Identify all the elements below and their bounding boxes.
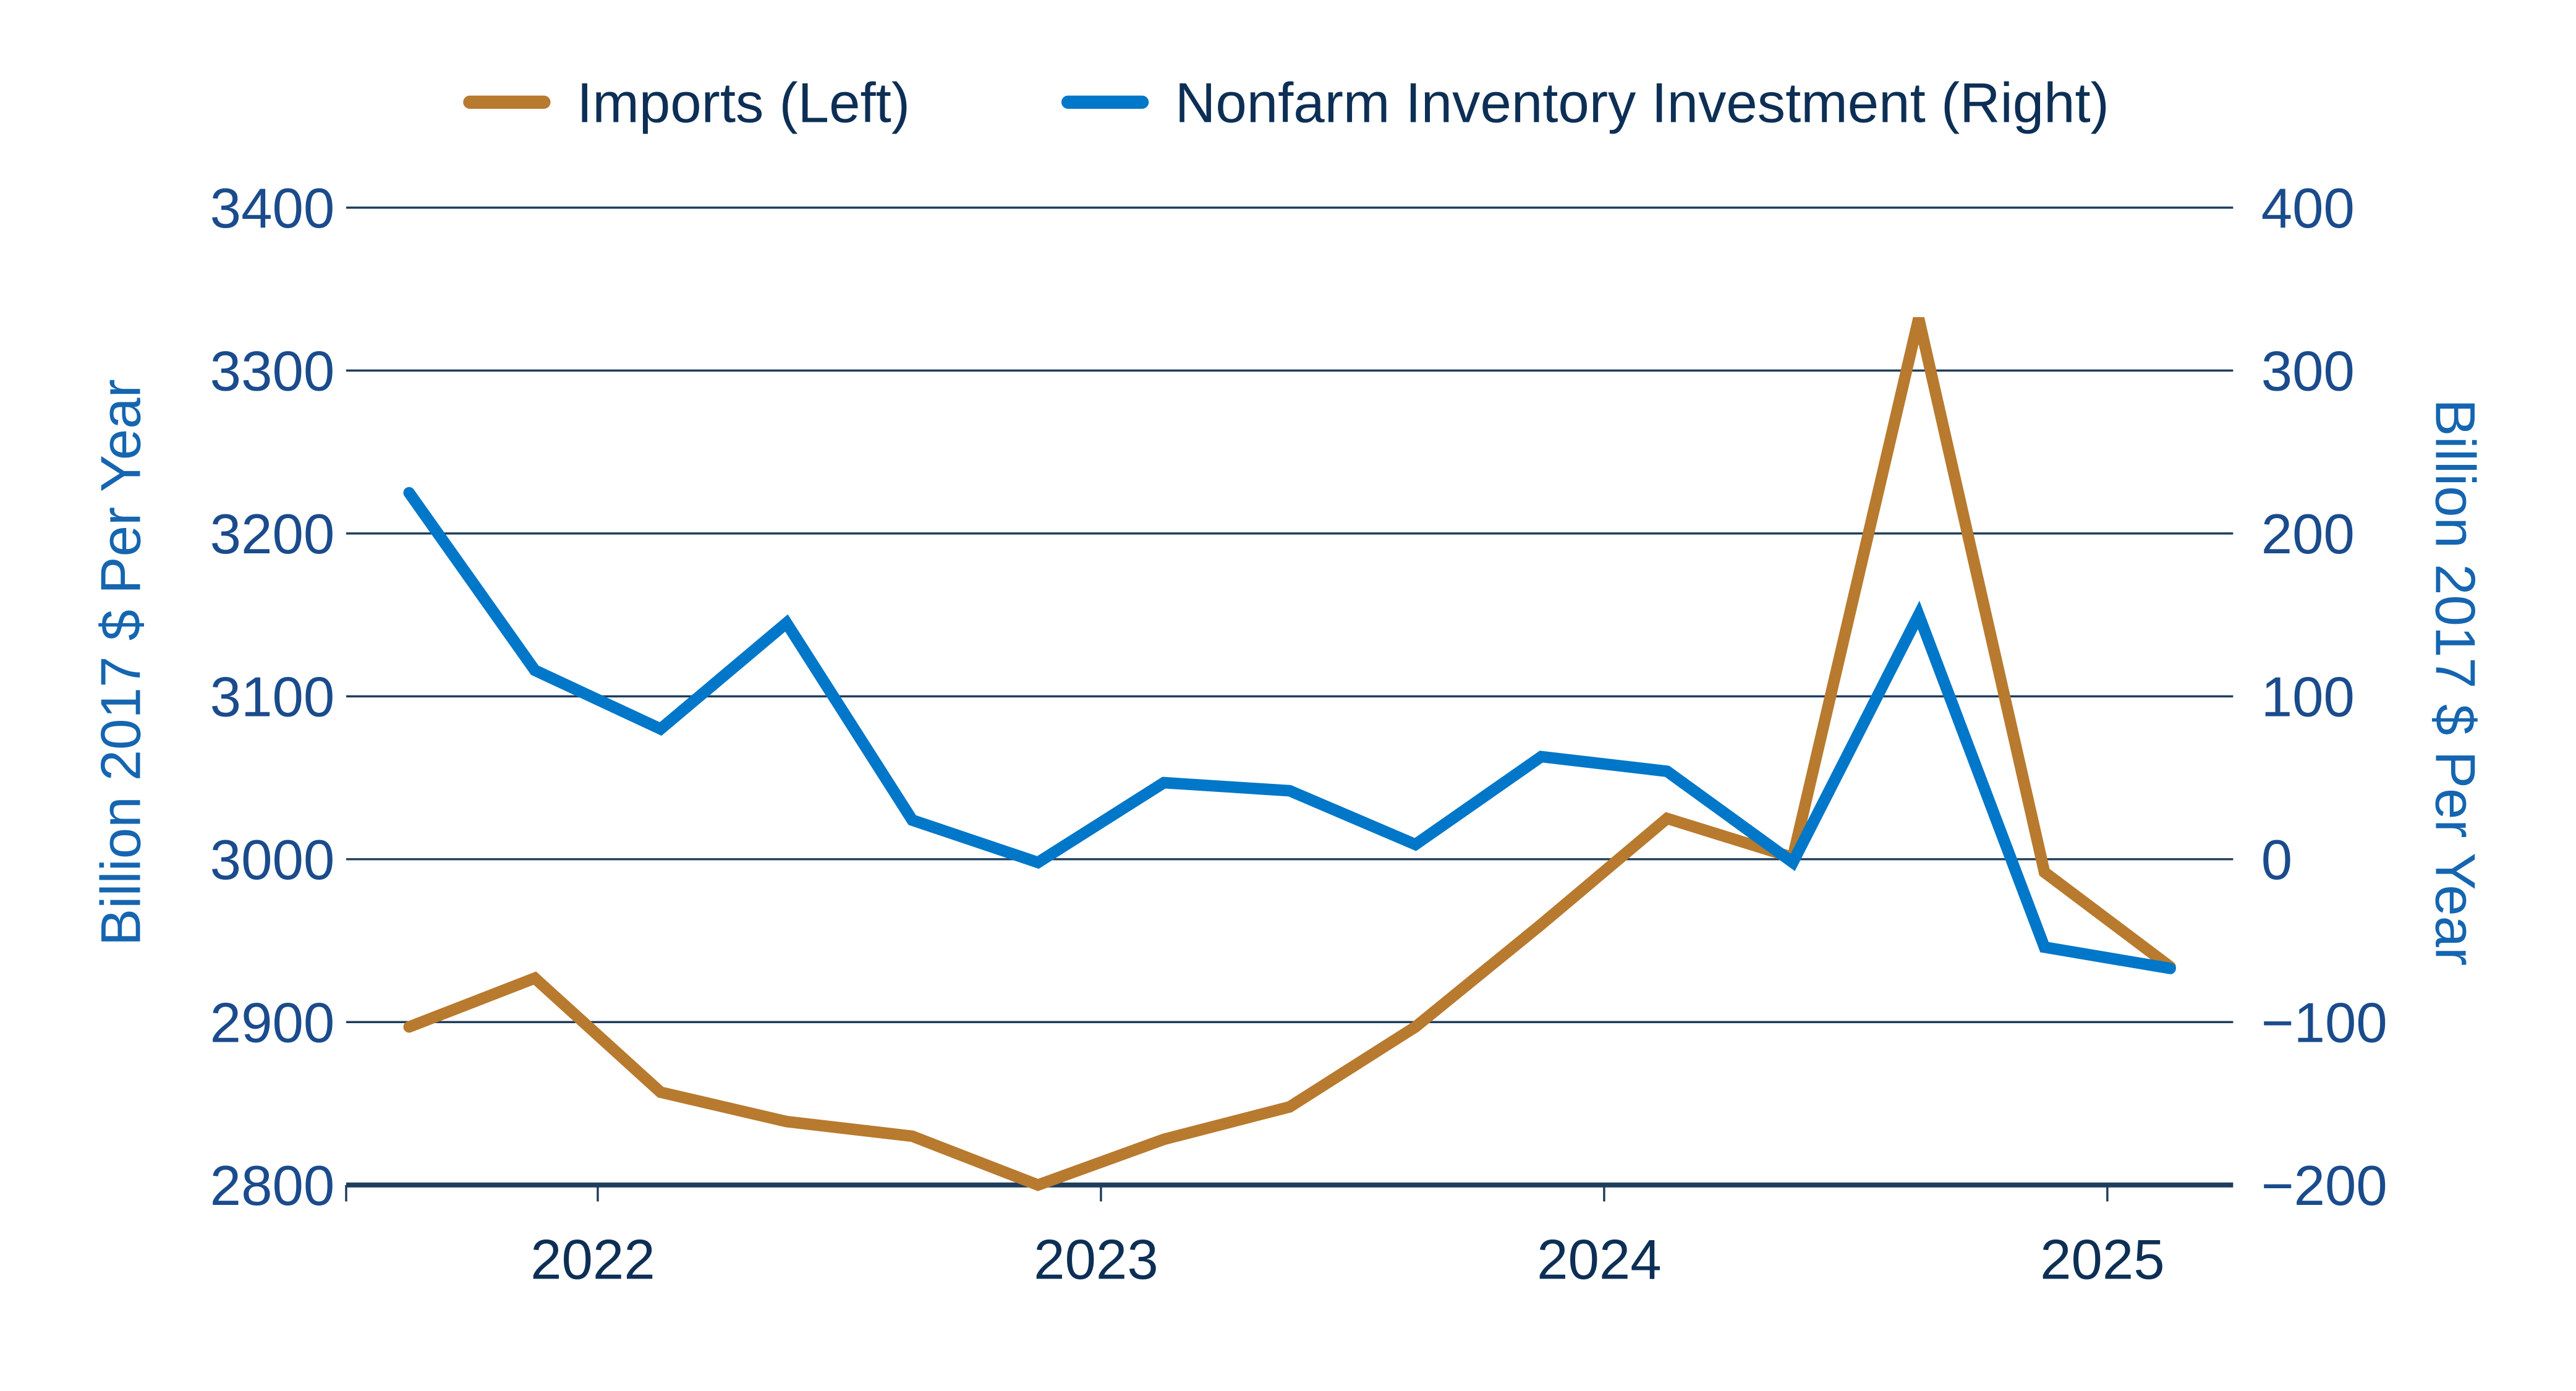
right-tick-label: −100 [2261, 992, 2387, 1054]
left-tick-label: 3200 [210, 503, 335, 566]
right-tick-label: 400 [2261, 177, 2355, 240]
left-tick-label: 2900 [210, 992, 335, 1054]
left-tick-label: 3100 [210, 666, 335, 728]
series-lines [403, 317, 2176, 1191]
series-line-inventory [403, 487, 2176, 974]
x-tick-label: 2023 [1034, 1229, 1158, 1291]
legend: Imports (Left) Nonfarm Inventory Investm… [463, 72, 2109, 134]
x-tick-label: 2025 [2040, 1229, 2165, 1291]
left-tick-label: 3400 [210, 177, 335, 240]
gridlines [346, 206, 2234, 1188]
x-tick-label: 2024 [1537, 1229, 1662, 1291]
legend-label-imports: Imports (Left) [577, 72, 910, 134]
right-tick-label: 100 [2261, 666, 2355, 728]
x-tick-label: 2022 [530, 1229, 655, 1291]
left-axis-title: Billion 2017 $ Per Year [90, 379, 153, 946]
left-tick-label: 3000 [210, 829, 335, 891]
series-line-imports [403, 317, 2176, 1191]
left-tick-label: 2800 [210, 1155, 335, 1217]
left-axis-ticks: 3400 3300 3200 3100 3000 2900 2800 [210, 177, 335, 1217]
right-axis-title: Billion 2017 $ Per Year [2423, 399, 2486, 966]
right-tick-label: 200 [2261, 503, 2355, 566]
x-axis-ticks: 2022 2023 2024 2025 [345, 1185, 2165, 1291]
right-tick-label: 0 [2261, 829, 2292, 891]
right-tick-label: −200 [2261, 1155, 2387, 1217]
legend-label-inventory: Nonfarm Inventory Investment (Right) [1175, 72, 2109, 134]
right-axis-ticks: 400 300 200 100 0 −100 −200 [2261, 177, 2387, 1217]
left-tick-label: 3300 [210, 340, 335, 402]
right-tick-label: 300 [2261, 340, 2355, 402]
